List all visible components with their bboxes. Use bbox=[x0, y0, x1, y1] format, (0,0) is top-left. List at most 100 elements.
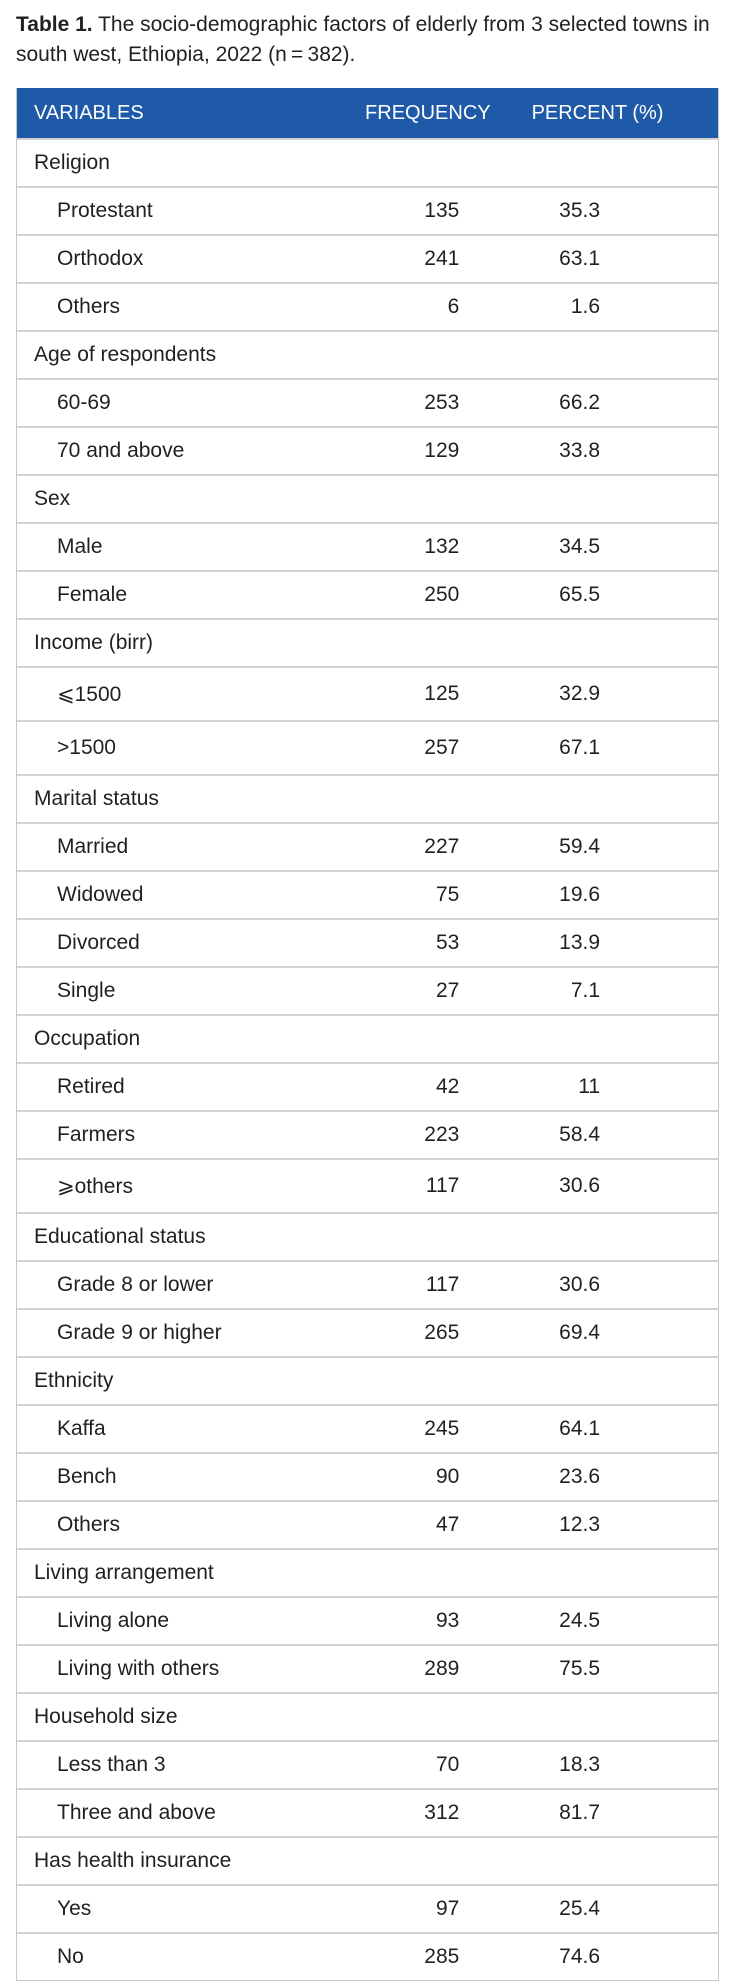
variable-label: Divorced bbox=[57, 931, 140, 954]
table-row: 70 and above 129 33.8 bbox=[17, 426, 718, 474]
table-row: Others 47 12.3 bbox=[17, 1500, 718, 1548]
percent-cell: 81.7 bbox=[559, 1801, 601, 1824]
variable-label: >1500 bbox=[57, 736, 116, 759]
variable-label: Married bbox=[57, 835, 129, 858]
table-row: >1500 257 67.1 bbox=[17, 720, 718, 774]
percent-cell: 33.8 bbox=[559, 439, 601, 462]
table-header-row: VARIABLES FREQUENCY PERCENT (%) bbox=[17, 88, 718, 138]
category-label: Household size bbox=[34, 1705, 178, 1728]
table-row: Three and above 312 81.7 bbox=[17, 1788, 718, 1836]
variable-label: Male bbox=[57, 535, 103, 558]
frequency-cell: 245 bbox=[424, 1417, 460, 1440]
table-row: Others 6 1.6 bbox=[17, 282, 718, 330]
percent-cell: 59.4 bbox=[559, 835, 601, 858]
category-row: Occupation bbox=[17, 1014, 718, 1062]
table-body: Religion Protestant 135 35.3 Orthodox 241 63.1… bbox=[17, 138, 718, 1980]
header-percent: PERCENT (%) bbox=[531, 101, 664, 124]
variable-label: Less than 3 bbox=[57, 1753, 166, 1776]
category-label: Educational status bbox=[34, 1225, 206, 1248]
frequency-cell: 241 bbox=[424, 247, 460, 270]
variable-label: Others bbox=[57, 1513, 121, 1536]
category-row: Living arrangement bbox=[17, 1548, 718, 1596]
variable-label: Protestant bbox=[57, 199, 153, 222]
table-row: 60-69 253 66.2 bbox=[17, 378, 718, 426]
table-row: Yes 97 25.4 bbox=[17, 1884, 718, 1932]
variable-label: Yes bbox=[57, 1897, 92, 1920]
frequency-cell: 285 bbox=[424, 1945, 460, 1968]
category-row: Sex bbox=[17, 474, 718, 522]
frequency-cell: 47 bbox=[435, 1513, 460, 1536]
variable-label: 70 and above bbox=[57, 439, 185, 462]
frequency-cell: 132 bbox=[424, 535, 460, 558]
frequency-cell: 117 bbox=[425, 1174, 460, 1197]
percent-cell: 30.6 bbox=[559, 1174, 601, 1197]
percent-cell: 63.1 bbox=[559, 247, 601, 270]
caption-label: Table 1. bbox=[16, 13, 93, 36]
table-row: Divorced 53 13.9 bbox=[17, 918, 718, 966]
category-label: Living arrangement bbox=[34, 1561, 214, 1584]
caption-text: The socio-demographic factors of elderly… bbox=[16, 13, 710, 66]
percent-cell: 64.1 bbox=[559, 1417, 601, 1440]
header-variables: VARIABLES bbox=[34, 101, 144, 124]
category-label: Religion bbox=[34, 151, 110, 174]
table-row: Single 27 7.1 bbox=[17, 966, 718, 1014]
table-row: Married 227 59.4 bbox=[17, 822, 718, 870]
category-label: Age of respondents bbox=[34, 343, 217, 366]
frequency-cell: 70 bbox=[435, 1753, 460, 1776]
category-row: Religion bbox=[17, 138, 718, 186]
variable-label: ⩽1500 bbox=[57, 682, 122, 706]
data-table: VARIABLES FREQUENCY PERCENT (%) Religion… bbox=[16, 88, 719, 1981]
frequency-cell: 253 bbox=[424, 391, 460, 414]
category-row: Has health insurance bbox=[17, 1836, 718, 1884]
frequency-cell: 53 bbox=[435, 931, 460, 954]
percent-cell: 67.1 bbox=[559, 736, 601, 759]
variable-label: Widowed bbox=[57, 883, 144, 906]
variable-label: Single bbox=[57, 979, 116, 1002]
percent-cell: 65.5 bbox=[559, 583, 601, 606]
frequency-cell: 135 bbox=[424, 199, 460, 222]
table-row: Living with others 289 75.5 bbox=[17, 1644, 718, 1692]
frequency-cell: 129 bbox=[424, 439, 460, 462]
frequency-cell: 125 bbox=[424, 682, 460, 705]
table-row: No 285 74.6 bbox=[17, 1932, 718, 1980]
category-label: Income (birr) bbox=[34, 631, 154, 654]
variable-label: Kaffa bbox=[57, 1417, 106, 1440]
percent-cell: 12.3 bbox=[559, 1513, 601, 1536]
table-row: Less than 3 70 18.3 bbox=[17, 1740, 718, 1788]
category-row: Age of respondents bbox=[17, 330, 718, 378]
table-row: Living alone 93 24.5 bbox=[17, 1596, 718, 1644]
category-label: Has health insurance bbox=[34, 1849, 232, 1872]
frequency-cell: 250 bbox=[424, 583, 460, 606]
percent-cell: 7.1 bbox=[570, 979, 601, 1002]
frequency-cell: 227 bbox=[424, 835, 460, 858]
frequency-cell: 223 bbox=[424, 1123, 460, 1146]
variable-label: Three and above bbox=[57, 1801, 216, 1824]
variable-label: Others bbox=[57, 295, 121, 318]
percent-cell: 35.3 bbox=[559, 199, 601, 222]
category-row: Marital status bbox=[17, 774, 718, 822]
frequency-cell: 75 bbox=[435, 883, 460, 906]
table-row: Farmers 223 58.4 bbox=[17, 1110, 718, 1158]
frequency-cell: 257 bbox=[424, 736, 460, 759]
category-label: Sex bbox=[34, 487, 71, 510]
frequency-cell: 312 bbox=[424, 1801, 460, 1824]
frequency-cell: 90 bbox=[435, 1465, 460, 1488]
variable-label: Grade 9 or higher bbox=[57, 1321, 222, 1344]
table-row: ⩾others 117 30.6 bbox=[17, 1158, 718, 1212]
table-row: Retired 42 11 bbox=[17, 1062, 718, 1110]
variable-label: Farmers bbox=[57, 1123, 136, 1146]
percent-cell: 74.6 bbox=[559, 1945, 601, 1968]
frequency-cell: 42 bbox=[435, 1075, 460, 1098]
percent-cell: 24.5 bbox=[559, 1609, 601, 1632]
percent-cell: 18.3 bbox=[559, 1753, 601, 1776]
header-frequency: FREQUENCY bbox=[365, 101, 491, 124]
frequency-cell: 117 bbox=[425, 1273, 460, 1296]
category-row: Household size bbox=[17, 1692, 718, 1740]
variable-label: No bbox=[57, 1945, 84, 1968]
percent-cell: 13.9 bbox=[559, 931, 601, 954]
percent-cell: 25.4 bbox=[559, 1897, 601, 1920]
percent-cell: 23.6 bbox=[559, 1465, 601, 1488]
frequency-cell: 93 bbox=[435, 1609, 460, 1632]
frequency-cell: 289 bbox=[424, 1657, 460, 1680]
variable-label: Living alone bbox=[57, 1609, 170, 1632]
